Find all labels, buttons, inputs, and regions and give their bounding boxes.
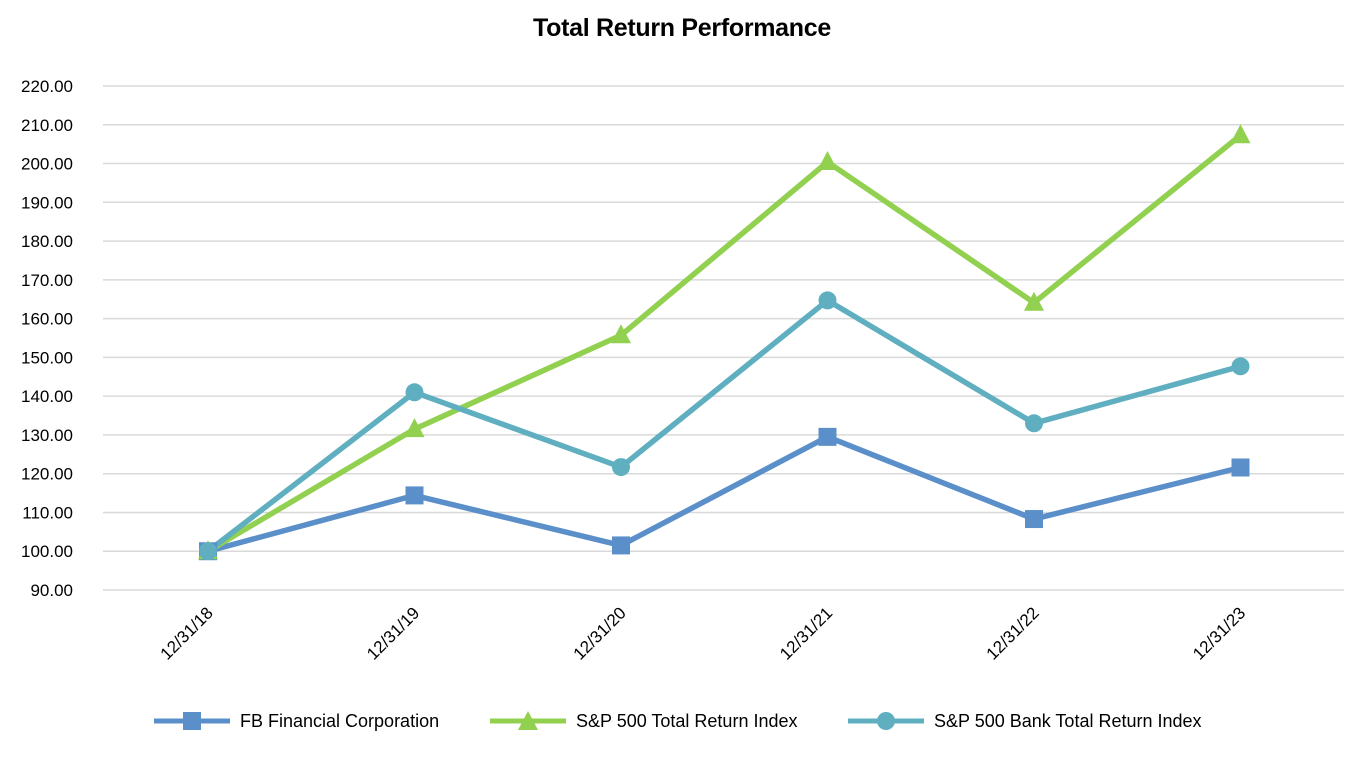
y-tick-label: 160.00 [21, 310, 73, 329]
x-tick-label: 12/31/19 [363, 603, 423, 663]
legend-swatch [848, 712, 924, 730]
y-tick-label: 90.00 [30, 581, 73, 600]
x-tick-label: 12/31/20 [570, 603, 630, 663]
y-tick-label: 210.00 [21, 116, 73, 135]
gridlines [103, 85, 1344, 591]
data-point-square[interactable] [818, 427, 837, 446]
data-point-triangle[interactable] [1230, 124, 1251, 144]
series-line [206, 133, 1243, 554]
y-tick-label: 220.00 [21, 77, 73, 96]
series-line [207, 434, 1242, 554]
y-tick-label: 180.00 [21, 232, 73, 251]
legend-label: S&P 500 Bank Total Return Index [934, 711, 1202, 731]
y-tick-label: 140.00 [21, 387, 73, 406]
x-tick-label: 12/31/21 [776, 603, 836, 663]
data-point-square[interactable] [405, 486, 424, 505]
data-point-square[interactable] [1231, 458, 1250, 477]
legend-label: FB Financial Corporation [240, 711, 440, 731]
line-chart: 90.00 100.00 110.00 120.00 130.00 140.00 150.0… [21, 77, 1344, 664]
data-point-circle[interactable] [818, 291, 837, 310]
series-markers [198, 124, 1251, 561]
y-tick-label: 170.00 [21, 271, 73, 290]
x-tick-label: 12/31/23 [1189, 603, 1249, 663]
y-tick-label: 130.00 [21, 426, 73, 445]
y-tick-label: 110.00 [22, 503, 73, 522]
data-point-circle[interactable] [612, 458, 630, 477]
x-tick-label: 12/31/18 [157, 603, 217, 663]
y-tick-label: 200.00 [21, 155, 73, 174]
data-point-circle[interactable] [405, 383, 424, 402]
data-point-triangle[interactable] [611, 324, 631, 344]
data-point-triangle[interactable] [817, 150, 838, 170]
data-point-square[interactable] [1025, 510, 1043, 529]
y-tick-label: 190.00 [21, 193, 73, 212]
series-line [206, 297, 1242, 554]
data-point-triangle[interactable] [1024, 291, 1044, 311]
y-tick-label: 120.00 [21, 465, 73, 484]
x-axis-ticks: 12/31/18 12/31/19 12/31/20 12/31/21 12/31/22… [157, 603, 1250, 663]
chart-title: Total Return Performance [533, 14, 831, 42]
y-tick-label: 100.00 [21, 542, 73, 561]
legend-label: S&P 500 Total Return Index [576, 711, 798, 731]
y-tick-label: 150.00 [21, 348, 73, 367]
data-point-square[interactable] [612, 536, 630, 555]
y-axis-ticks: 90.00 100.00 110.00 120.00 130.00 140.00 150.0… [21, 77, 73, 600]
series-lines [206, 133, 1243, 554]
data-point-triangle[interactable] [404, 418, 425, 438]
legend-swatch [154, 712, 230, 730]
legend-swatch [490, 711, 566, 730]
x-tick-label: 12/31/22 [983, 603, 1043, 663]
legend: FB Financial Corporation S&P 500 Total R… [0, 700, 1364, 740]
data-point-circle[interactable] [1231, 357, 1250, 376]
data-point-circle[interactable] [1025, 414, 1043, 433]
data-point-circle[interactable] [199, 542, 217, 561]
